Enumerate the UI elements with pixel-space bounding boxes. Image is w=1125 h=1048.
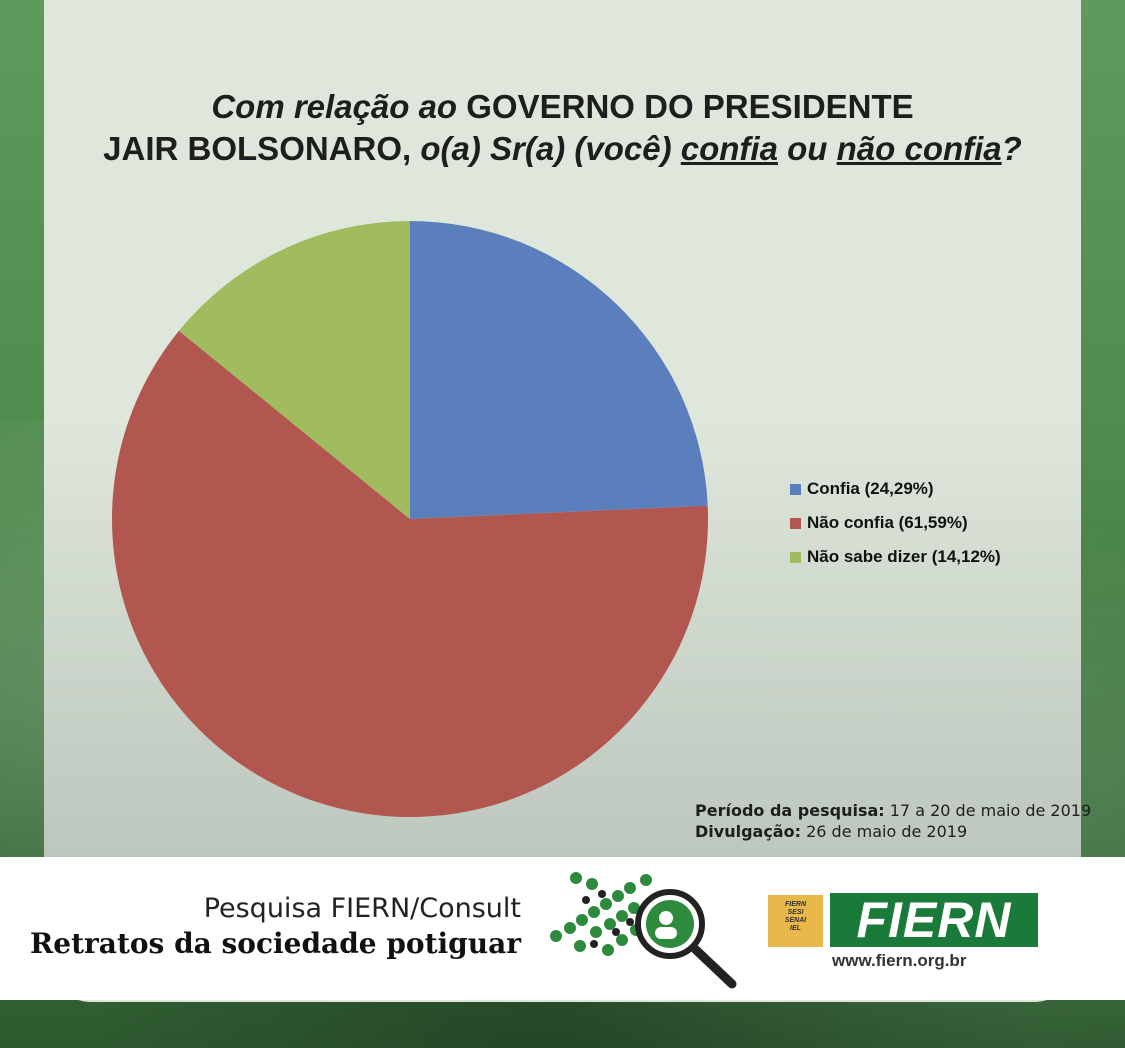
legend-swatch [790, 551, 801, 563]
legend-label: Não sabe dizer (14,12%) [807, 547, 1001, 566]
title-part8: ? [1001, 130, 1022, 167]
period-label: Período da pesquisa: [695, 801, 885, 820]
legend-item: Confia (24,29%) [790, 472, 1001, 506]
fiern-url[interactable]: www.fiern.org.br [832, 951, 967, 970]
release-value: 26 de maio de 2019 [806, 822, 968, 841]
footer-survey-subtitle: Retratos da sociedade potiguar [30, 927, 521, 960]
title-part2: GOVERNO DO PRESIDENTE [466, 88, 914, 125]
period-value: 17 a 20 de maio de 2019 [889, 801, 1092, 820]
title-part5: confia [680, 130, 778, 167]
pie-slice-2 [178, 221, 410, 519]
people-magnifier-logo-icon [550, 872, 737, 989]
footer-survey-name: Pesquisa FIERN/Consult [203, 893, 521, 924]
legend-item: Não sabe dizer (14,12%) [790, 540, 1001, 574]
fiern-system-badge: FIERN SESI SENAI IEL [768, 895, 823, 947]
chart-legend: Confia (24,29%) Não confia (61,59%) Não sa… [790, 472, 1001, 574]
legend-label: Confia (24,29%) [807, 479, 934, 498]
title-part4: o(a) Sr(a) (você) [420, 130, 672, 167]
pie-chart [112, 221, 709, 817]
legend-label: Não confia (61,59%) [807, 513, 968, 532]
legend-swatch [790, 517, 801, 529]
chart-title: Com relação ao GOVERNO DO PRESIDENTE JAI… [44, 86, 1081, 170]
title-part6: ou [787, 130, 828, 167]
survey-footnote: Período da pesquisa: 17 a 20 de maio de … [695, 800, 1091, 842]
title-part3: JAIR BOLSONARO, [103, 130, 412, 167]
legend-swatch [790, 483, 801, 495]
pie-slice-1 [112, 330, 709, 817]
title-part1: Com relação ao [211, 88, 458, 125]
fiern-logo: FIERN [830, 893, 1038, 947]
release-label: Divulgação: [695, 822, 801, 841]
title-part7: não confia [836, 130, 1002, 167]
legend-item: Não confia (61,59%) [790, 506, 1001, 540]
pie-slice-0 [410, 221, 708, 519]
